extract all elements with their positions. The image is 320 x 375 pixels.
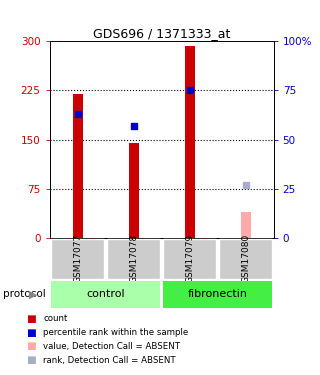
Text: GSM17078: GSM17078 <box>129 234 138 284</box>
Text: protocol: protocol <box>3 290 46 299</box>
Bar <box>51 238 104 279</box>
Bar <box>163 238 217 279</box>
Text: value, Detection Call = ABSENT: value, Detection Call = ABSENT <box>43 342 180 351</box>
Bar <box>107 238 161 279</box>
Text: GSM17080: GSM17080 <box>241 234 250 284</box>
Text: GSM17077: GSM17077 <box>73 234 82 284</box>
Bar <box>219 238 273 279</box>
Bar <box>163 280 273 308</box>
Text: fibronectin: fibronectin <box>188 290 248 299</box>
Text: ■: ■ <box>26 314 35 324</box>
Text: ■: ■ <box>26 342 35 351</box>
Text: percentile rank within the sample: percentile rank within the sample <box>43 328 188 337</box>
Bar <box>241 212 251 238</box>
Bar <box>129 143 139 238</box>
Text: control: control <box>86 290 125 299</box>
Bar <box>73 94 83 238</box>
Bar <box>185 46 195 238</box>
Text: ▶: ▶ <box>29 290 38 299</box>
Text: GSM17079: GSM17079 <box>185 234 194 284</box>
Text: count: count <box>43 314 68 323</box>
Title: GDS696 / 1371333_at: GDS696 / 1371333_at <box>93 27 230 40</box>
Text: ■: ■ <box>26 356 35 365</box>
Text: ■: ■ <box>26 328 35 338</box>
Bar <box>51 280 161 308</box>
Text: rank, Detection Call = ABSENT: rank, Detection Call = ABSENT <box>43 356 176 365</box>
